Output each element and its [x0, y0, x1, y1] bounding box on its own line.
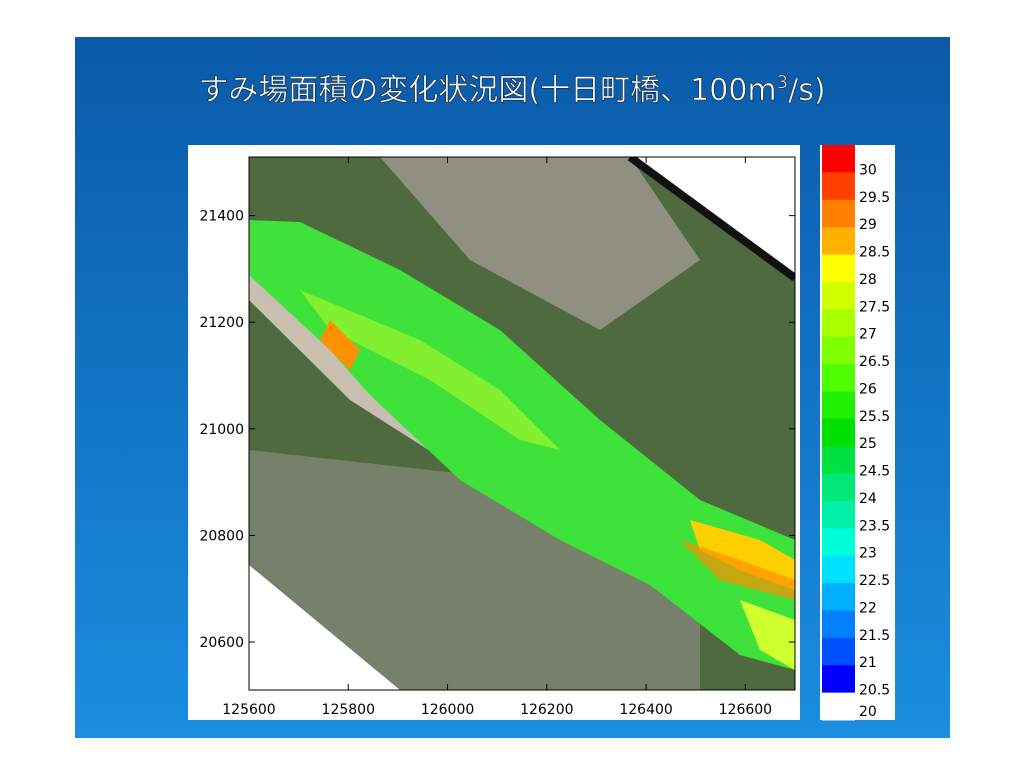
- y-tick-label: 21000: [199, 422, 244, 438]
- colorbar-swatch: [822, 555, 855, 584]
- colorbar-label: 25.5: [859, 409, 890, 425]
- colorbar-swatch: [822, 583, 855, 611]
- colorbar-label: 28: [859, 272, 877, 288]
- colorbar-label: 22.5: [859, 573, 890, 589]
- y-tick-label: 20600: [199, 635, 244, 651]
- y-tick-label: 21200: [199, 315, 244, 331]
- colorbar-swatch: [822, 500, 855, 529]
- x-tick-label: 126400: [619, 702, 672, 718]
- colorbar-label: 23.5: [859, 518, 890, 534]
- slide-title: すみ場面積の変化状況図(十日町橋、100m3/s): [198, 72, 825, 108]
- colorbar-label: 20: [859, 704, 877, 720]
- colorbar-label: 25: [859, 436, 877, 452]
- colorbar-swatch: [822, 446, 855, 475]
- y-tick-label: 20800: [199, 528, 244, 544]
- colorbar-label: 29: [859, 217, 877, 233]
- colorbar-label: 24: [859, 491, 877, 507]
- x-tick-label: 126600: [719, 702, 772, 718]
- colorbar-swatch: [822, 199, 855, 228]
- colorbar-swatch: [822, 473, 855, 502]
- colorbar-swatch: [822, 637, 855, 666]
- colorbar-label: 26.5: [859, 354, 890, 370]
- colorbar-label: 21: [859, 655, 877, 671]
- colorbar-label: 29.5: [859, 190, 890, 206]
- colorbar-swatch: [822, 227, 855, 256]
- plot-frame: [248, 156, 796, 691]
- colorbar-swatch: [822, 172, 855, 201]
- colorbar-label: 27: [859, 327, 877, 343]
- colorbar-label: 20.5: [859, 683, 890, 699]
- colorbar-swatch: [822, 528, 855, 557]
- colorbar-label: 26: [859, 381, 877, 397]
- colorbar-swatch: [822, 610, 855, 639]
- x-tick-label: 125800: [322, 702, 375, 718]
- colorbar-swatch: [822, 692, 855, 721]
- colorbar-swatch: [822, 364, 855, 392]
- y-tick-label: 21400: [199, 209, 244, 225]
- colorbar-swatch: [822, 665, 855, 694]
- colorbar-label: 23: [859, 546, 877, 562]
- colorbar-swatch: [822, 145, 855, 173]
- colorbar-swatch: [822, 391, 855, 420]
- colorbar-swatch: [822, 281, 855, 310]
- map-image: [249, 157, 795, 690]
- colorbar-label: 21.5: [859, 628, 890, 644]
- colorbar-swatch: [822, 309, 855, 338]
- colorbar-label: 28.5: [859, 245, 890, 261]
- colorbar-swatch: [822, 254, 855, 283]
- colorbar-swatch: [822, 336, 855, 365]
- colorbar-label: 27.5: [859, 299, 890, 315]
- colorbar-label: 22: [859, 600, 877, 616]
- colorbar-swatch: [822, 418, 855, 447]
- colorbar-label: 30: [859, 162, 877, 178]
- x-tick-label: 126200: [520, 702, 573, 718]
- colorbar-label: 24.5: [859, 464, 890, 480]
- x-tick-label: 125600: [222, 702, 275, 718]
- x-tick-label: 126000: [421, 702, 474, 718]
